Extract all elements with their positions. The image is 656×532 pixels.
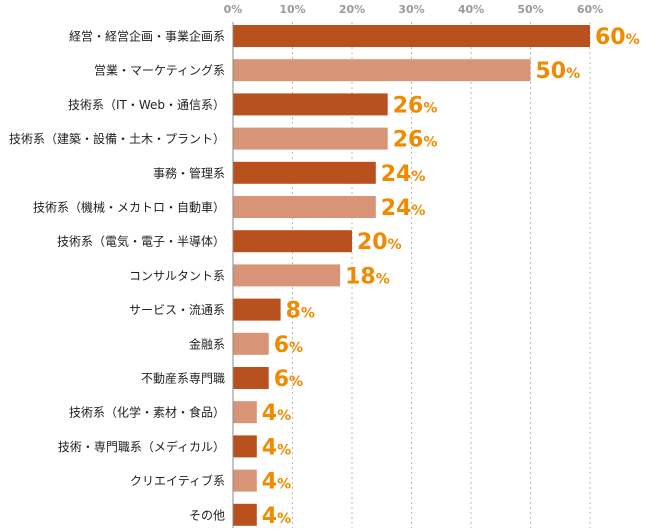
value-number: 6: [274, 367, 289, 392]
value-unit: %: [376, 271, 390, 287]
value-unit: %: [411, 203, 425, 219]
bar: [233, 196, 376, 218]
bar: [233, 230, 352, 253]
bar: [233, 264, 341, 287]
x-tick-label: 0%: [224, 3, 243, 16]
value-unit: %: [423, 100, 437, 116]
value-number: 4: [262, 504, 277, 529]
value-label: 26%: [393, 93, 438, 118]
value-number: 26: [393, 128, 424, 153]
bar: [233, 332, 269, 355]
value-number: 6: [274, 333, 289, 358]
value-label: 6%: [274, 333, 303, 358]
bar: [233, 25, 590, 47]
bar: [233, 127, 388, 150]
value-label: 26%: [393, 128, 438, 153]
value-unit: %: [411, 169, 425, 185]
value-label: 4%: [262, 401, 291, 426]
value-label: 4%: [262, 470, 291, 495]
bar: [233, 298, 281, 321]
value-unit: %: [289, 340, 303, 356]
value-number: 18: [345, 264, 376, 289]
value-label: 24%: [381, 162, 426, 187]
x-tick-label: 30%: [398, 3, 424, 16]
value-number: 24: [381, 162, 412, 187]
value-number: 50: [536, 59, 567, 84]
bar: [233, 93, 388, 116]
category-label: 営業・マーケティング系: [94, 64, 225, 78]
value-label: 20%: [357, 230, 402, 255]
x-tick-label: 60%: [577, 3, 603, 16]
value-label: 50%: [536, 59, 581, 84]
value-label: 4%: [262, 504, 291, 529]
bar: [233, 367, 269, 389]
category-label: 事務・管理系: [153, 165, 225, 180]
value-number: 8: [286, 299, 301, 324]
category-label: 不動産系専門職: [141, 371, 225, 386]
category-label: 経営・経営企画・事業企画系: [69, 29, 225, 44]
x-tick-labels: 0% 10% 20% 30% 40% 50% 60%: [224, 3, 604, 16]
category-label: 技術系（機械・メカトロ・自動車）: [33, 200, 225, 215]
value-unit: %: [277, 408, 291, 424]
value-label: 6%: [274, 367, 303, 392]
value-number: 4: [262, 435, 277, 460]
value-label: 4%: [262, 435, 291, 460]
bar: [233, 469, 257, 492]
category-label: 技術系（電気・電子・半導体）: [57, 234, 225, 249]
x-tick-label: 10%: [279, 3, 305, 16]
bar: [233, 401, 257, 424]
value-unit: %: [566, 66, 580, 82]
value-unit: %: [626, 32, 640, 48]
value-number: 24: [381, 196, 412, 221]
value-label: 18%: [345, 264, 390, 289]
bar: [233, 59, 531, 82]
bar: [233, 161, 376, 184]
gridlines: [292, 22, 591, 528]
value-unit: %: [277, 477, 291, 493]
category-label: その他: [189, 508, 225, 522]
value-unit: %: [388, 237, 402, 253]
x-tick-label: 20%: [339, 3, 365, 16]
value-number: 4: [262, 470, 277, 495]
category-label: 技術系（IT・Web・通信系）: [68, 98, 225, 112]
category-label: 技術系（建築・設備・土木・プラント）: [9, 131, 225, 146]
value-unit: %: [289, 374, 303, 390]
x-tick-label: 40%: [458, 3, 484, 16]
bar: [233, 503, 257, 526]
value-unit: %: [423, 135, 437, 151]
bars: [233, 25, 590, 526]
value-unit: %: [277, 442, 291, 458]
value-number: 20: [357, 230, 388, 255]
value-label: 60%: [595, 25, 640, 50]
value-labels: 60%50%26%26%24%24%20%18%8%6%6%4%4%4%4%: [262, 25, 640, 529]
value-unit: %: [301, 306, 315, 322]
value-unit: %: [277, 511, 291, 527]
bar: [233, 435, 257, 458]
value-number: 26: [393, 93, 424, 118]
category-label: クリエイティブ系: [130, 473, 225, 488]
value-number: 4: [262, 401, 277, 426]
category-label: 技術系（化学・素材・食品）: [69, 405, 225, 420]
value-label: 24%: [381, 196, 426, 221]
category-label: サービス・流通系: [129, 303, 225, 317]
value-label: 8%: [286, 299, 315, 324]
value-number: 60: [595, 25, 626, 50]
x-tick-label: 50%: [517, 3, 543, 16]
category-label: コンサルタント系: [129, 269, 225, 283]
category-label: 技術・専門職系（メディカル）: [58, 439, 225, 454]
category-label: 金融系: [189, 336, 225, 351]
